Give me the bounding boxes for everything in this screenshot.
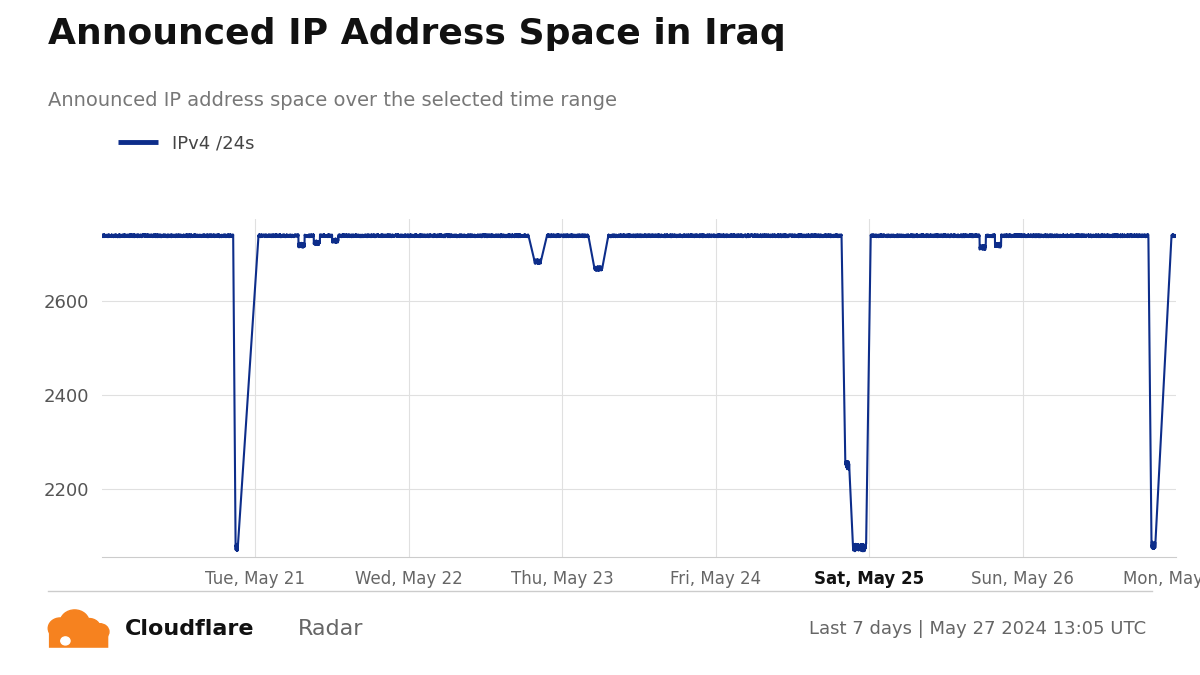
Circle shape xyxy=(48,618,72,639)
Text: Announced IP address space over the selected time range: Announced IP address space over the sele… xyxy=(48,91,617,110)
Text: Announced IP Address Space in Iraq: Announced IP Address Space in Iraq xyxy=(48,17,786,51)
Text: Cloudflare: Cloudflare xyxy=(125,619,254,639)
Legend: IPv4 /24s: IPv4 /24s xyxy=(112,127,262,159)
Circle shape xyxy=(60,610,89,635)
Circle shape xyxy=(90,624,109,640)
Circle shape xyxy=(61,637,70,645)
Text: Radar: Radar xyxy=(298,619,364,639)
Circle shape xyxy=(78,618,101,638)
Text: Last 7 days | May 27 2024 13:05 UTC: Last 7 days | May 27 2024 13:05 UTC xyxy=(809,620,1146,638)
FancyBboxPatch shape xyxy=(49,632,108,648)
